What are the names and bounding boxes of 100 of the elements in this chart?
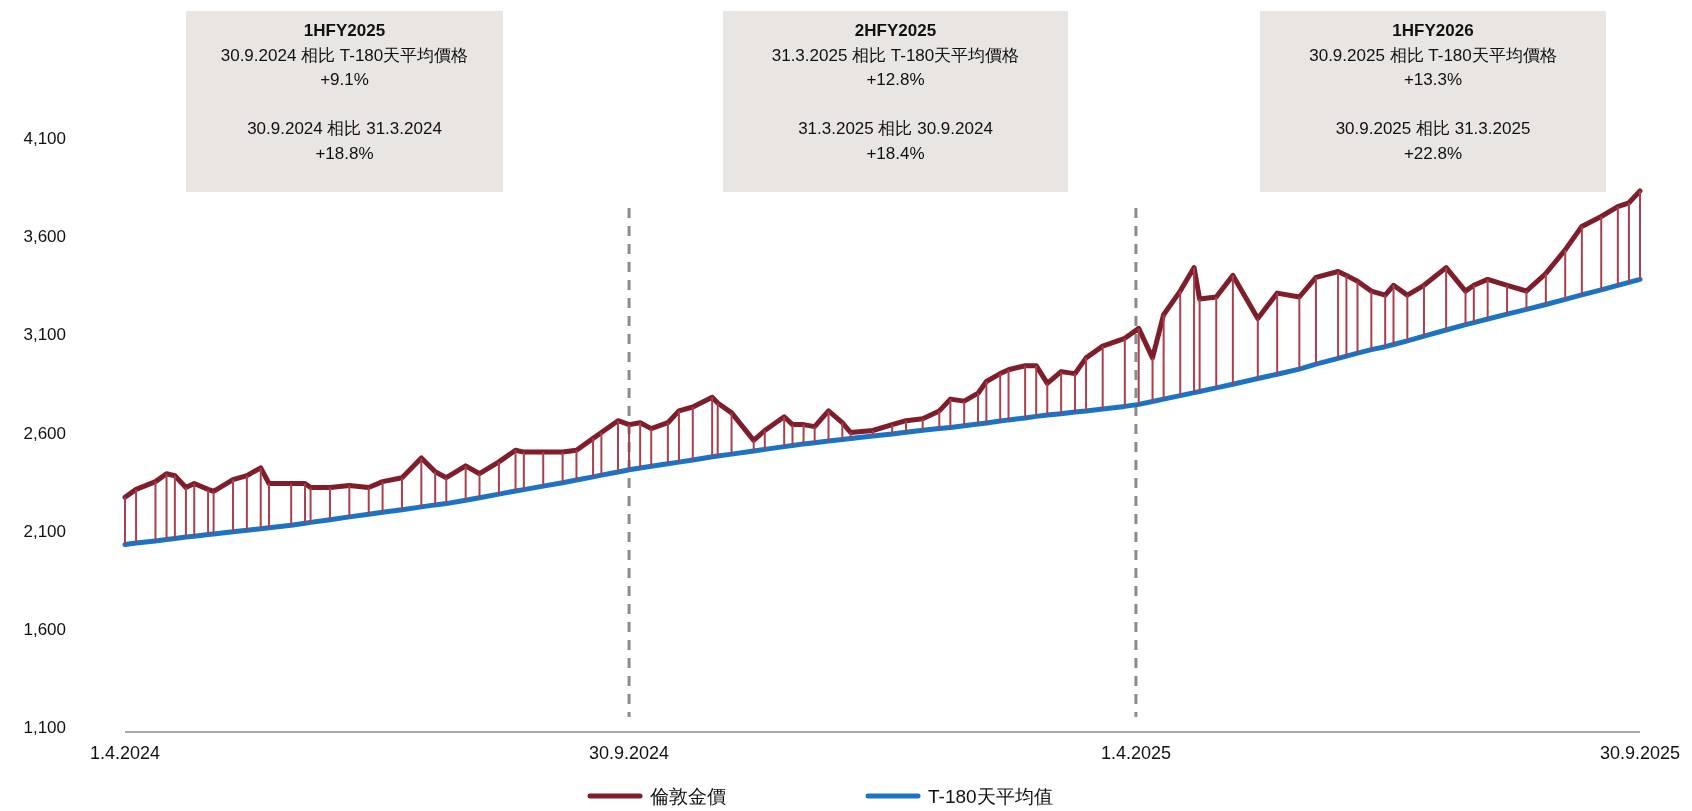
bar bbox=[1445, 267, 1448, 331]
bar bbox=[791, 424, 794, 446]
bar bbox=[575, 450, 578, 481]
bar bbox=[154, 481, 157, 541]
bar bbox=[478, 473, 481, 498]
bar bbox=[752, 440, 755, 451]
bar bbox=[304, 483, 307, 524]
bar bbox=[1256, 318, 1259, 379]
bar bbox=[666, 422, 669, 464]
bar bbox=[1384, 295, 1387, 347]
bar bbox=[1007, 369, 1010, 420]
bar bbox=[348, 485, 351, 517]
bar bbox=[464, 465, 467, 501]
bar bbox=[1627, 202, 1630, 283]
x-tick-label: 1.4.2024 bbox=[89, 743, 161, 763]
y-tick-label: 4,100 bbox=[23, 129, 66, 148]
bar bbox=[1464, 291, 1467, 325]
bar bbox=[813, 426, 816, 443]
bar bbox=[891, 424, 894, 434]
bar bbox=[1345, 275, 1348, 357]
bar bbox=[367, 487, 370, 515]
legend-label: 倫敦金價 bbox=[649, 786, 726, 807]
bar bbox=[514, 450, 517, 492]
bar bbox=[1162, 314, 1165, 400]
bar bbox=[802, 424, 805, 444]
bar bbox=[617, 420, 619, 472]
bar bbox=[522, 452, 525, 490]
bar bbox=[1073, 373, 1076, 413]
x-tick-label: 30.9.2025 bbox=[1599, 743, 1681, 763]
bar bbox=[1085, 357, 1088, 411]
bar bbox=[184, 487, 187, 538]
bar bbox=[1337, 271, 1340, 359]
bar bbox=[1276, 293, 1279, 375]
bar bbox=[963, 401, 966, 426]
bar bbox=[212, 491, 215, 534]
bar bbox=[592, 438, 595, 477]
bar bbox=[1392, 285, 1395, 345]
bar bbox=[1179, 291, 1182, 396]
bar bbox=[650, 428, 653, 467]
bar bbox=[1137, 328, 1140, 405]
bar bbox=[259, 467, 262, 529]
bar bbox=[193, 483, 196, 537]
bar bbox=[1046, 383, 1049, 416]
bar bbox=[841, 422, 844, 440]
x-tick-label: 30.9.2024 bbox=[589, 743, 670, 763]
bar bbox=[849, 432, 852, 439]
bar bbox=[445, 477, 448, 504]
bar bbox=[1544, 273, 1547, 305]
bar bbox=[938, 410, 941, 429]
bar bbox=[1506, 285, 1509, 315]
bar bbox=[921, 418, 924, 431]
bar bbox=[639, 422, 642, 469]
text: 1HFY2026 30.9.2025 相比 T-180天平均價格 +13.3% 30.9.2025 相比 31.3.2025 +22.8% bbox=[1309, 21, 1557, 163]
bar bbox=[290, 483, 293, 526]
bar bbox=[1193, 267, 1196, 393]
bar bbox=[691, 406, 694, 460]
bar bbox=[207, 489, 210, 535]
bar bbox=[1406, 295, 1409, 341]
bar bbox=[677, 410, 680, 463]
bar bbox=[1356, 281, 1359, 354]
legend-label: T-180天平均值 bbox=[928, 786, 1053, 807]
bar bbox=[1215, 297, 1218, 388]
bar bbox=[1060, 371, 1063, 414]
bar bbox=[1600, 216, 1603, 290]
bar bbox=[905, 420, 908, 433]
text: 2HFY2025 31.3.2025 相比 T-180天平均價格 +12.8% 31.3.2025 相比 30.9.2024 +18.4% bbox=[771, 21, 1020, 163]
y-tick-label: 2,600 bbox=[23, 423, 66, 443]
bar bbox=[497, 461, 500, 495]
bar bbox=[1564, 249, 1567, 300]
bar bbox=[716, 403, 719, 457]
bar bbox=[977, 393, 980, 424]
bar bbox=[381, 481, 384, 513]
bar bbox=[871, 430, 874, 437]
bar bbox=[232, 479, 235, 532]
bar bbox=[1422, 285, 1425, 337]
bar bbox=[245, 475, 248, 531]
bar bbox=[173, 475, 176, 539]
bar bbox=[1580, 226, 1583, 295]
bar bbox=[628, 424, 631, 470]
bar bbox=[434, 471, 437, 505]
bar bbox=[1231, 275, 1234, 385]
bar bbox=[827, 410, 830, 442]
bar bbox=[1101, 346, 1104, 409]
y-tick-label: 1,100 bbox=[23, 718, 66, 737]
bar bbox=[1298, 297, 1301, 370]
bar bbox=[328, 487, 331, 520]
bar bbox=[1035, 365, 1038, 417]
bar bbox=[1151, 357, 1154, 402]
bar bbox=[1314, 277, 1317, 365]
bar bbox=[1370, 291, 1373, 350]
bar bbox=[1525, 291, 1528, 310]
bar bbox=[985, 381, 988, 423]
x-tick-label: 1.4.2025 bbox=[1100, 743, 1171, 763]
bar bbox=[600, 432, 603, 476]
text: 1HFY2025 30.9.2024 相比 T-180天平均價格 +9.1% 30.9.2024 相比 31.3.2024 +18.8% bbox=[220, 21, 469, 163]
bar bbox=[1616, 206, 1619, 286]
y-tick-label: 1,600 bbox=[23, 619, 66, 639]
bar bbox=[1472, 285, 1475, 323]
bar bbox=[400, 477, 403, 510]
bar bbox=[949, 399, 952, 428]
